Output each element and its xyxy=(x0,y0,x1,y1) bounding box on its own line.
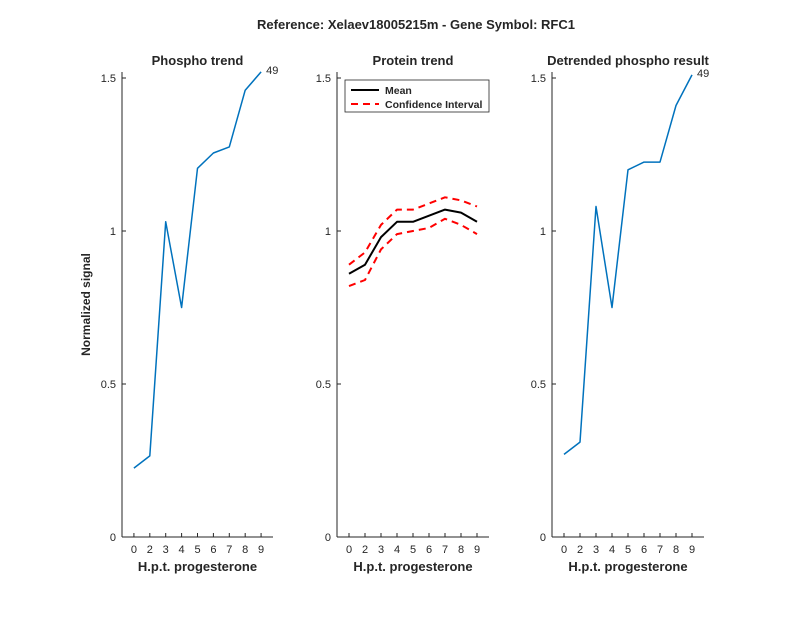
x-tick-label: 0 xyxy=(561,544,567,556)
x-tick-label: 5 xyxy=(625,544,631,556)
x-tick-label: 3 xyxy=(163,544,169,556)
y-tick-label: 0.5 xyxy=(316,379,331,391)
y-tick-label: 1.5 xyxy=(531,73,546,85)
x-tick-label: 2 xyxy=(577,544,583,556)
x-tick-label: 9 xyxy=(474,544,480,556)
x-tick-label: 3 xyxy=(593,544,599,556)
x-tick-label: 3 xyxy=(378,544,384,556)
x-tick-label: 6 xyxy=(641,544,647,556)
y-tick-label: 1.5 xyxy=(316,73,331,85)
x-tick-label: 7 xyxy=(226,544,232,556)
x-tick-label: 5 xyxy=(410,544,416,556)
subplot-title: Phospho trend xyxy=(152,53,244,68)
x-axis-label: H.p.t. progesterone xyxy=(353,559,472,574)
y-tick-label: 1 xyxy=(540,226,546,238)
x-axis-label: H.p.t. progesterone xyxy=(568,559,687,574)
y-axis-label: Normalized signal xyxy=(79,253,93,356)
subplot-title: Detrended phospho result xyxy=(547,53,709,68)
x-tick-label: 8 xyxy=(458,544,464,556)
x-tick-label: 8 xyxy=(673,544,679,556)
x-tick-label: 2 xyxy=(362,544,368,556)
x-tick-label: 2 xyxy=(147,544,153,556)
point-annotation: 49 xyxy=(697,68,709,80)
y-tick-label: 0 xyxy=(540,532,546,544)
x-tick-label: 7 xyxy=(442,544,448,556)
legend-box xyxy=(344,79,490,113)
figure-title: Reference: Xelaev18005215m - Gene Symbol… xyxy=(257,17,575,32)
x-tick-label: 0 xyxy=(131,544,137,556)
x-tick-label: 0 xyxy=(346,544,352,556)
x-tick-label: 6 xyxy=(426,544,432,556)
series-line-3 xyxy=(348,217,478,288)
y-tick-label: 1 xyxy=(325,226,331,238)
x-tick-label: 4 xyxy=(179,544,185,556)
y-tick-label: 0.5 xyxy=(101,379,116,391)
x-tick-label: 9 xyxy=(258,544,264,556)
x-tick-label: 9 xyxy=(689,544,695,556)
y-tick-label: 1 xyxy=(110,226,116,238)
series-line-1 xyxy=(563,74,693,455)
subplot-title: Protein trend xyxy=(373,53,454,68)
legend-label-1: Mean xyxy=(385,85,412,97)
y-tick-label: 1.5 xyxy=(101,73,116,85)
legend-label-2: Confidence Interval xyxy=(385,99,483,111)
series-line-1 xyxy=(133,71,262,469)
point-annotation: 49 xyxy=(266,65,278,77)
x-tick-label: 4 xyxy=(394,544,400,556)
x-tick-label: 6 xyxy=(210,544,216,556)
x-tick-label: 7 xyxy=(657,544,663,556)
x-tick-label: 5 xyxy=(194,544,200,556)
x-tick-label: 8 xyxy=(242,544,248,556)
x-axis-label: H.p.t. progesterone xyxy=(138,559,257,574)
y-tick-label: 0.5 xyxy=(531,379,546,391)
y-tick-label: 0 xyxy=(110,532,116,544)
y-tick-label: 0 xyxy=(325,532,331,544)
x-tick-label: 4 xyxy=(609,544,615,556)
series-line-1 xyxy=(348,208,478,275)
series-line-2 xyxy=(348,196,478,266)
